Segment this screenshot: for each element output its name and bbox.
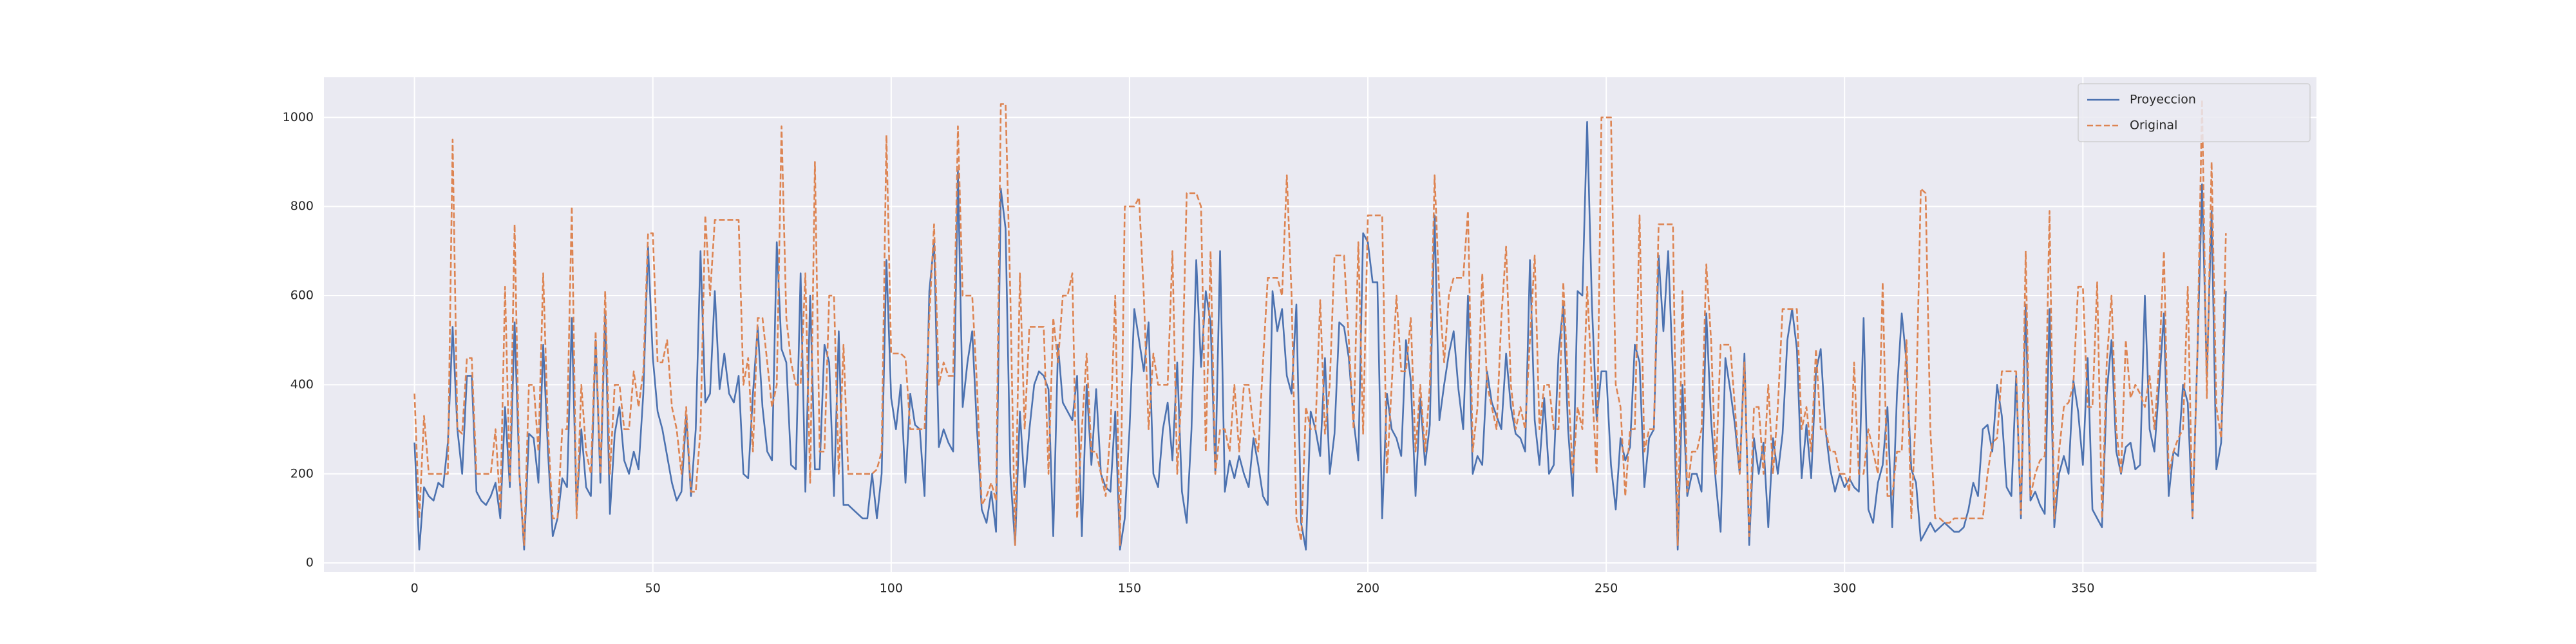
legend-box <box>2078 83 2311 142</box>
y-tick-label: 800 <box>290 199 314 213</box>
x-tick-label: 50 <box>645 582 661 596</box>
legend-label: Original <box>2130 118 2177 133</box>
x-tick-label: 300 <box>1833 582 1856 596</box>
x-tick-label: 100 <box>880 582 903 596</box>
x-tick-label: 0 <box>411 582 419 596</box>
x-tick-label: 350 <box>2071 582 2094 596</box>
y-tick-label: 0 <box>306 556 314 570</box>
legend-label: Proyeccion <box>2130 93 2196 107</box>
y-tick-label: 1000 <box>283 110 314 124</box>
x-tick-label: 200 <box>1356 582 1379 596</box>
legend: Proyeccion Original <box>2078 83 2311 142</box>
y-tick-label: 400 <box>290 377 314 392</box>
x-tick-label: 150 <box>1118 582 1141 596</box>
line-series <box>413 120 2227 551</box>
y-tick-label: 600 <box>290 289 314 303</box>
plot-background <box>324 77 2316 572</box>
line-series <box>413 99 2227 546</box>
y-tick-label: 200 <box>290 466 314 480</box>
x-tick-label: 250 <box>1595 582 1618 596</box>
